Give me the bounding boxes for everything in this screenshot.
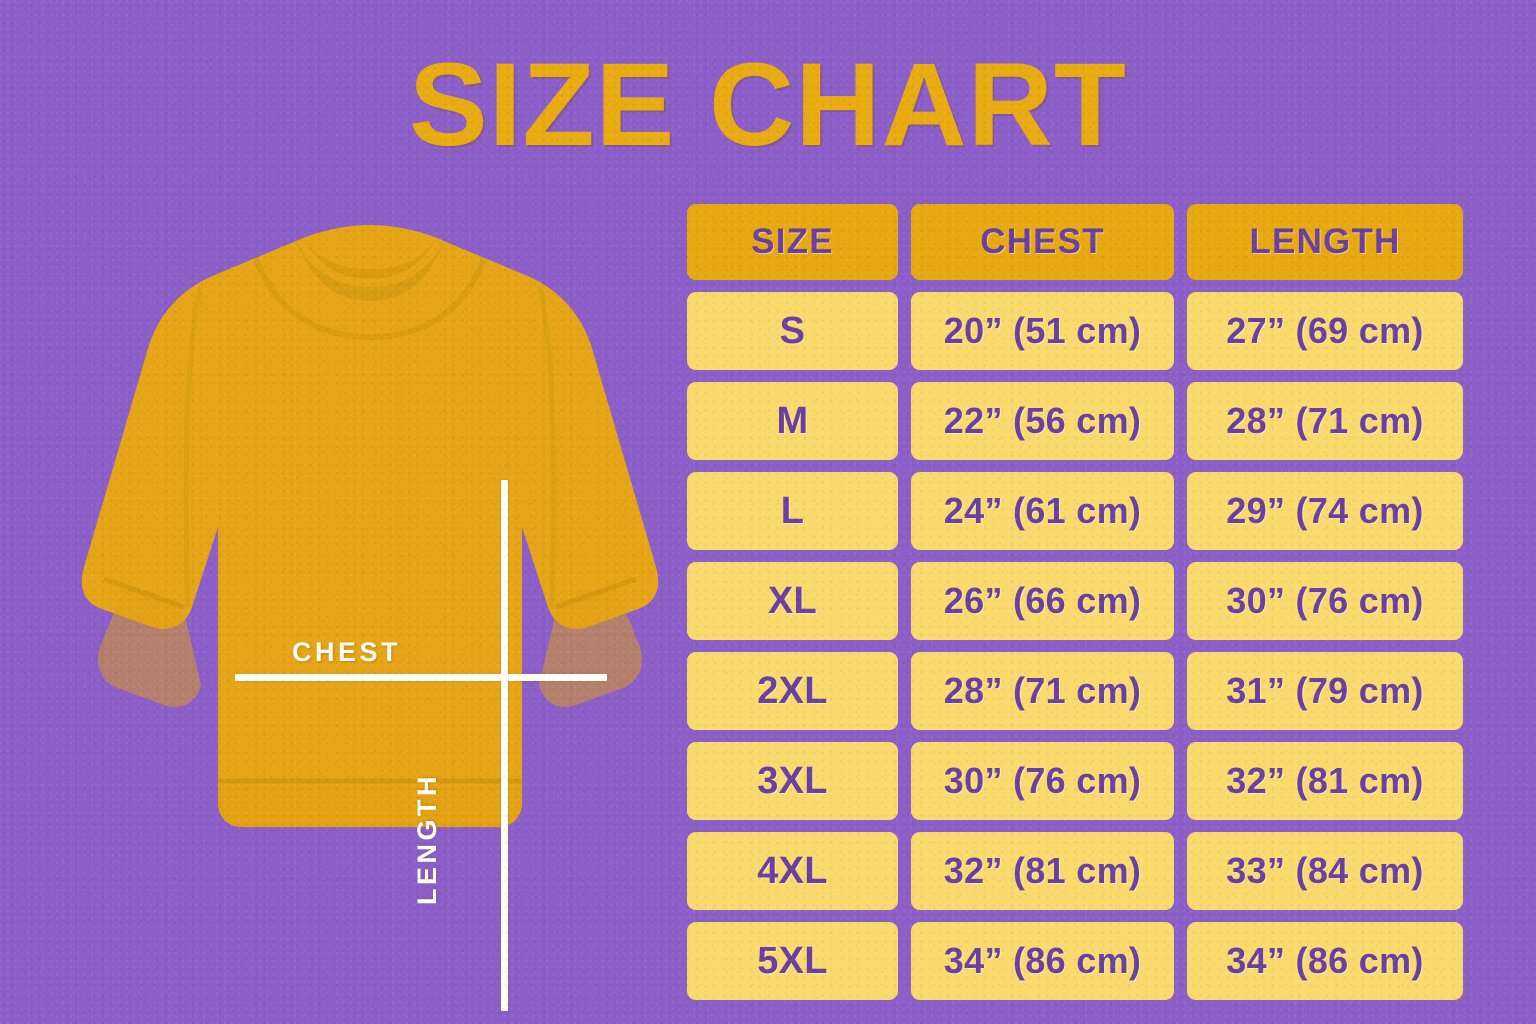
cell-size: 2XL: [687, 652, 898, 730]
cell-length: 32” (81 cm): [1187, 742, 1463, 820]
cell-length: 31” (79 cm): [1187, 652, 1463, 730]
table-row: M 22” (56 cm) 28” (71 cm): [687, 382, 1463, 460]
cell-chest: 30” (76 cm): [911, 742, 1174, 820]
table-row: S 20” (51 cm) 27” (69 cm): [687, 292, 1463, 370]
right-cuff-stitch: [555, 576, 637, 610]
collar-stitch-arc: [253, 257, 487, 341]
page-title: SIZE CHART: [409, 39, 1127, 171]
left-cuff-stitch: [103, 576, 185, 610]
cell-size: L: [687, 472, 898, 550]
cell-chest: 32” (81 cm): [911, 832, 1174, 910]
sweatshirt-illustration: CHEST LENGTH: [60, 215, 680, 1011]
cell-size: 3XL: [687, 742, 898, 820]
cell-size: XL: [687, 562, 898, 640]
cell-length: 27” (69 cm): [1187, 292, 1463, 370]
table-row: XL 26” (66 cm) 30” (76 cm): [687, 562, 1463, 640]
column-header-chest: CHEST: [911, 204, 1174, 280]
cell-chest: 28” (71 cm): [911, 652, 1174, 730]
table-row: 5XL 34” (86 cm) 34” (86 cm): [687, 922, 1463, 1000]
length-measure-label: LENGTH: [412, 773, 442, 905]
table-header-row: SIZE CHEST LENGTH: [687, 204, 1463, 280]
hem-band: [218, 781, 522, 827]
chest-measure-line: [235, 674, 607, 681]
cell-size: 4XL: [687, 832, 898, 910]
cell-length: 28” (71 cm): [1187, 382, 1463, 460]
cell-chest: 20” (51 cm): [911, 292, 1174, 370]
column-header-size: SIZE: [687, 204, 898, 280]
cell-length: 33” (84 cm): [1187, 832, 1463, 910]
length-measure-line: [501, 480, 508, 1011]
cell-chest: 34” (86 cm): [911, 922, 1174, 1000]
cell-size: S: [687, 292, 898, 370]
cell-size: M: [687, 382, 898, 460]
right-sleeve-seam: [537, 286, 557, 608]
column-header-length: LENGTH: [1187, 204, 1463, 280]
cell-length: 30” (76 cm): [1187, 562, 1463, 640]
cell-chest: 26” (66 cm): [911, 562, 1174, 640]
left-sleeve-seam: [183, 286, 203, 608]
table-row: L 24” (61 cm) 29” (74 cm): [687, 472, 1463, 550]
cell-chest: 22” (56 cm): [911, 382, 1174, 460]
table-row: 2XL 28” (71 cm) 31” (79 cm): [687, 652, 1463, 730]
cell-length: 29” (74 cm): [1187, 472, 1463, 550]
collar-band: [296, 241, 444, 301]
cell-size: 5XL: [687, 922, 898, 1000]
table-row: 4XL 32” (81 cm) 33” (84 cm): [687, 832, 1463, 910]
cell-chest: 24” (61 cm): [911, 472, 1174, 550]
left-cuff: [98, 583, 201, 707]
cell-length: 34” (86 cm): [1187, 922, 1463, 1000]
chest-measure-label: CHEST: [292, 637, 402, 667]
size-chart-table: SIZE CHEST LENGTH S 20” (51 cm) 27” (69 …: [687, 204, 1463, 1000]
sweatshirt-svg: [81, 225, 659, 827]
neck-opening: [304, 239, 436, 279]
table-row: 3XL 30” (76 cm) 32” (81 cm): [687, 742, 1463, 820]
sweatshirt-body-shape: [81, 225, 659, 827]
